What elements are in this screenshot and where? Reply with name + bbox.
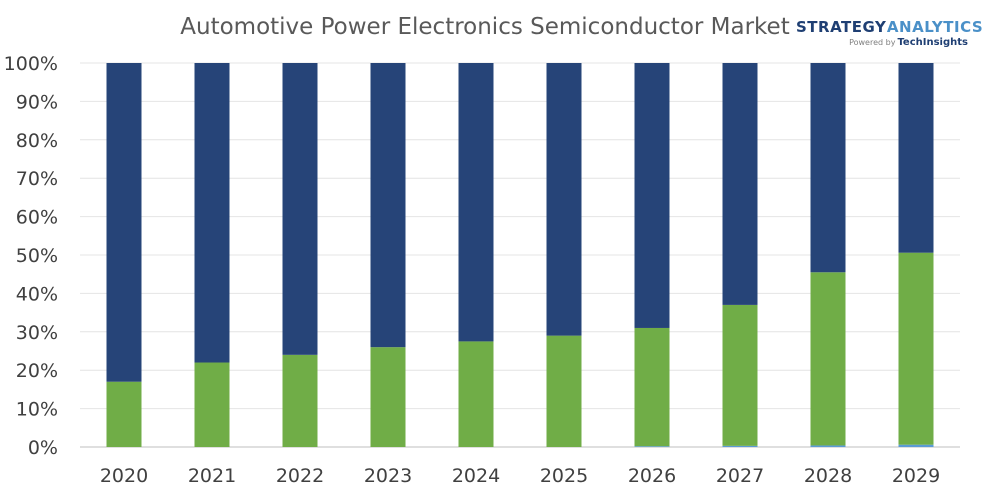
bar-segment [722,445,758,447]
logo-brand: TechInsights [897,37,968,48]
bar-segment [282,354,318,447]
chart-title: Automotive Power Electronics Semiconduct… [180,14,789,40]
bar-segment [194,63,230,363]
x-tick-label: 2029 [892,465,940,487]
y-tick-label: 0% [28,437,58,459]
logo-word-analytics: ANALYTICS [887,18,983,36]
x-tick-label: 2022 [276,465,324,487]
bar-segment [898,63,934,253]
y-tick-label: 50% [16,245,58,267]
bar-segment [810,63,846,273]
logo-word-strategy: STRATEGY [796,18,887,36]
x-tick-label: 2028 [804,465,852,487]
bar-segment [370,347,406,447]
x-tick-label: 2023 [364,465,412,487]
logo-wordmark: STRATEGY ANALYTICS [796,18,983,36]
bar-segment [458,63,494,342]
bar-segment [634,446,670,447]
x-tick-label: 2020 [100,465,148,487]
bar-segment [282,63,318,355]
bar-segment [106,63,142,382]
logo-tagline: Powered by TechInsights [849,37,968,48]
y-tick-label: 40% [16,283,58,305]
bar-segment [194,362,230,447]
y-tick-label: 20% [16,360,58,382]
bar-segment [810,445,846,447]
x-tick-label: 2026 [628,465,676,487]
y-tick-label: 100% [4,53,58,75]
bar-segment [106,381,142,447]
bar-segment [810,272,846,446]
y-tick-label: 10% [16,399,58,421]
x-tick-label: 2027 [716,465,764,487]
bar-segment [634,327,670,447]
bar-segment [898,252,934,445]
bar-segment [722,304,758,446]
y-tick-label: 30% [16,322,58,344]
bar-segment [546,63,582,336]
x-tick-label: 2024 [452,465,500,487]
bar-segment [370,63,406,348]
bar-segment [634,63,670,328]
x-tick-label: 2021 [188,465,236,487]
y-tick-label: 60% [16,207,58,229]
x-tick-label: 2025 [540,465,588,487]
bar-segment [722,63,758,305]
brand-logo: STRATEGY ANALYTICS Powered by TechInsights [796,18,983,48]
y-axis: 0% 10% 20% 30% 40% 50% 60% 70% 80% 90% 100% [4,53,58,459]
x-axis: 2020 2021 2022 2023 2024 2025 2026 2027 2028 2029 [100,465,940,487]
bar-segment [458,341,494,447]
y-tick-label: 90% [16,91,58,113]
y-tick-label: 70% [16,168,58,190]
bar-segment [546,335,582,447]
bars [106,63,934,447]
y-tick-label: 80% [16,130,58,152]
bar-segment [898,444,934,447]
logo-powered-by: Powered by [849,38,896,47]
